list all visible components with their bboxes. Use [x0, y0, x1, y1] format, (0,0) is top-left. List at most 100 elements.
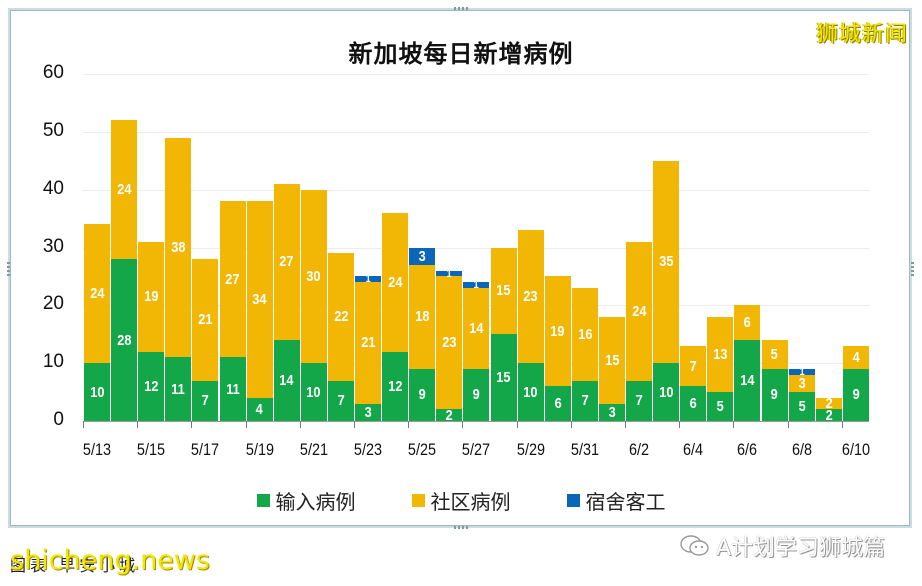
- data-label: 24: [117, 181, 132, 199]
- bar-5-24[interactable]: 12 24: [382, 212, 409, 421]
- legend-swatch: [256, 494, 270, 507]
- bar-5-25[interactable]: 9 18 3: [409, 247, 436, 421]
- bar-segment: 9: [409, 368, 436, 421]
- data-label: 23: [442, 334, 457, 352]
- bar-6-1[interactable]: 3 15: [598, 316, 625, 421]
- resize-handle-bottom[interactable]: [454, 526, 468, 529]
- data-label: 23: [523, 288, 538, 306]
- resize-handle-left[interactable]: [7, 262, 10, 276]
- legend-item[interactable]: 输入病例: [256, 486, 356, 515]
- bar-segment: 24: [111, 120, 138, 260]
- bar-5-29[interactable]: 10 23: [517, 230, 544, 421]
- data-label: 28: [117, 331, 132, 349]
- legend-swatch: [566, 494, 580, 507]
- brand-watermark: 狮城新闻: [815, 22, 908, 47]
- y-tick-label: 40: [42, 177, 64, 199]
- legend-swatch: [411, 494, 425, 507]
- gridline: [83, 74, 869, 75]
- bar-5-14[interactable]: 28 24: [111, 120, 138, 421]
- data-label: 7: [635, 392, 643, 410]
- bar-segment: 19: [544, 276, 571, 387]
- bar-segment: 1: [436, 268, 463, 280]
- wechat-icon: [680, 535, 710, 557]
- bar-6-3[interactable]: 10 35: [653, 160, 680, 421]
- bar-5-15[interactable]: 12 19: [138, 241, 165, 421]
- x-tick-label: 5/23: [353, 440, 383, 459]
- bar-segment: 2: [436, 407, 463, 424]
- legend-item[interactable]: 社区病例: [411, 486, 511, 515]
- bar-segment: 7: [571, 380, 598, 421]
- bar-5-30[interactable]: 6 19: [544, 276, 571, 421]
- bar-5-31[interactable]: 7 16: [571, 288, 598, 421]
- x-tick-label: 5/17: [191, 440, 220, 459]
- bar-5-26[interactable]: 2 23 1: [436, 268, 463, 424]
- bar-segment: 15: [490, 247, 517, 335]
- chart-title: 新加坡每日新增病例: [348, 40, 574, 68]
- data-label: 30: [306, 267, 321, 285]
- wechat-account-name: A计划学习狮城篇: [716, 536, 886, 561]
- x-tick-mark: [516, 421, 518, 428]
- bar-5-13[interactable]: 10 24: [84, 224, 110, 421]
- x-tick-mark: [462, 421, 464, 428]
- bar-segment: 21: [192, 259, 219, 381]
- data-label: 7: [337, 392, 345, 410]
- bar-6-5[interactable]: 5 13: [707, 316, 734, 421]
- bar-segment: 5: [788, 392, 815, 421]
- x-tick-mark: [408, 421, 410, 428]
- y-tick-label: 50: [42, 119, 64, 141]
- gridline: [83, 131, 869, 133]
- data-label: 15: [496, 282, 511, 300]
- bar-5-23[interactable]: 3 21 1: [355, 273, 382, 421]
- x-tick-label: 6/8: [791, 440, 812, 459]
- x-tick-label: 6/2: [629, 440, 650, 459]
- bar-5-20[interactable]: 14 27: [273, 183, 300, 421]
- bar-segment: 3: [598, 403, 625, 421]
- data-label: 7: [689, 357, 697, 375]
- data-label: 6: [743, 314, 752, 332]
- gridline: [83, 247, 869, 249]
- y-tick-label: 60: [42, 62, 64, 83]
- bar-segment: 10: [517, 363, 544, 421]
- data-label: 27: [279, 253, 294, 271]
- bar-6-6[interactable]: 14 6: [734, 305, 761, 421]
- x-tick-label: 5/19: [245, 440, 274, 459]
- bar-segment: 34: [246, 201, 273, 398]
- bar-5-27[interactable]: 9 14 1: [463, 279, 490, 421]
- bar-6-2[interactable]: 7 24: [626, 241, 653, 421]
- resize-handle-right[interactable]: [911, 262, 914, 276]
- bar-5-16[interactable]: 11 38: [165, 137, 192, 421]
- data-label: 3: [798, 374, 806, 392]
- x-tick-label: 6/4: [683, 440, 704, 459]
- resize-handle-top[interactable]: [454, 7, 468, 10]
- x-tick-label: 5/25: [408, 440, 437, 459]
- data-label: 27: [225, 270, 240, 288]
- bar-segment: 3: [409, 247, 436, 265]
- data-label: 1: [365, 273, 371, 286]
- bar-5-18[interactable]: 11 27: [219, 201, 246, 421]
- data-label: 3: [364, 403, 372, 421]
- data-label: 4: [256, 400, 264, 418]
- data-label: 11: [225, 380, 240, 398]
- data-label: 10: [523, 383, 538, 401]
- data-label: 10: [659, 383, 674, 401]
- x-tick-label: 6/10: [841, 440, 870, 459]
- legend-item[interactable]: 宿舍客工: [566, 486, 666, 515]
- footer-watermark: shicheng.news: [10, 545, 210, 576]
- bar-segment: 12: [382, 351, 409, 421]
- bar-5-17[interactable]: 7 21: [192, 259, 219, 421]
- bar-5-19[interactable]: 4 34: [246, 201, 273, 421]
- x-tick-mark: [245, 421, 247, 428]
- bar-segment: 18: [409, 264, 436, 369]
- bar-5-22[interactable]: 7 22: [327, 253, 354, 421]
- bar-segment: 11: [219, 357, 246, 421]
- bar-segment: 19: [138, 241, 165, 352]
- bar-segment: 6: [734, 305, 761, 341]
- bar-5-28[interactable]: 15 15: [490, 247, 517, 421]
- bar-5-21[interactable]: 10 30: [300, 189, 327, 421]
- x-tick-label: 5/21: [299, 440, 328, 459]
